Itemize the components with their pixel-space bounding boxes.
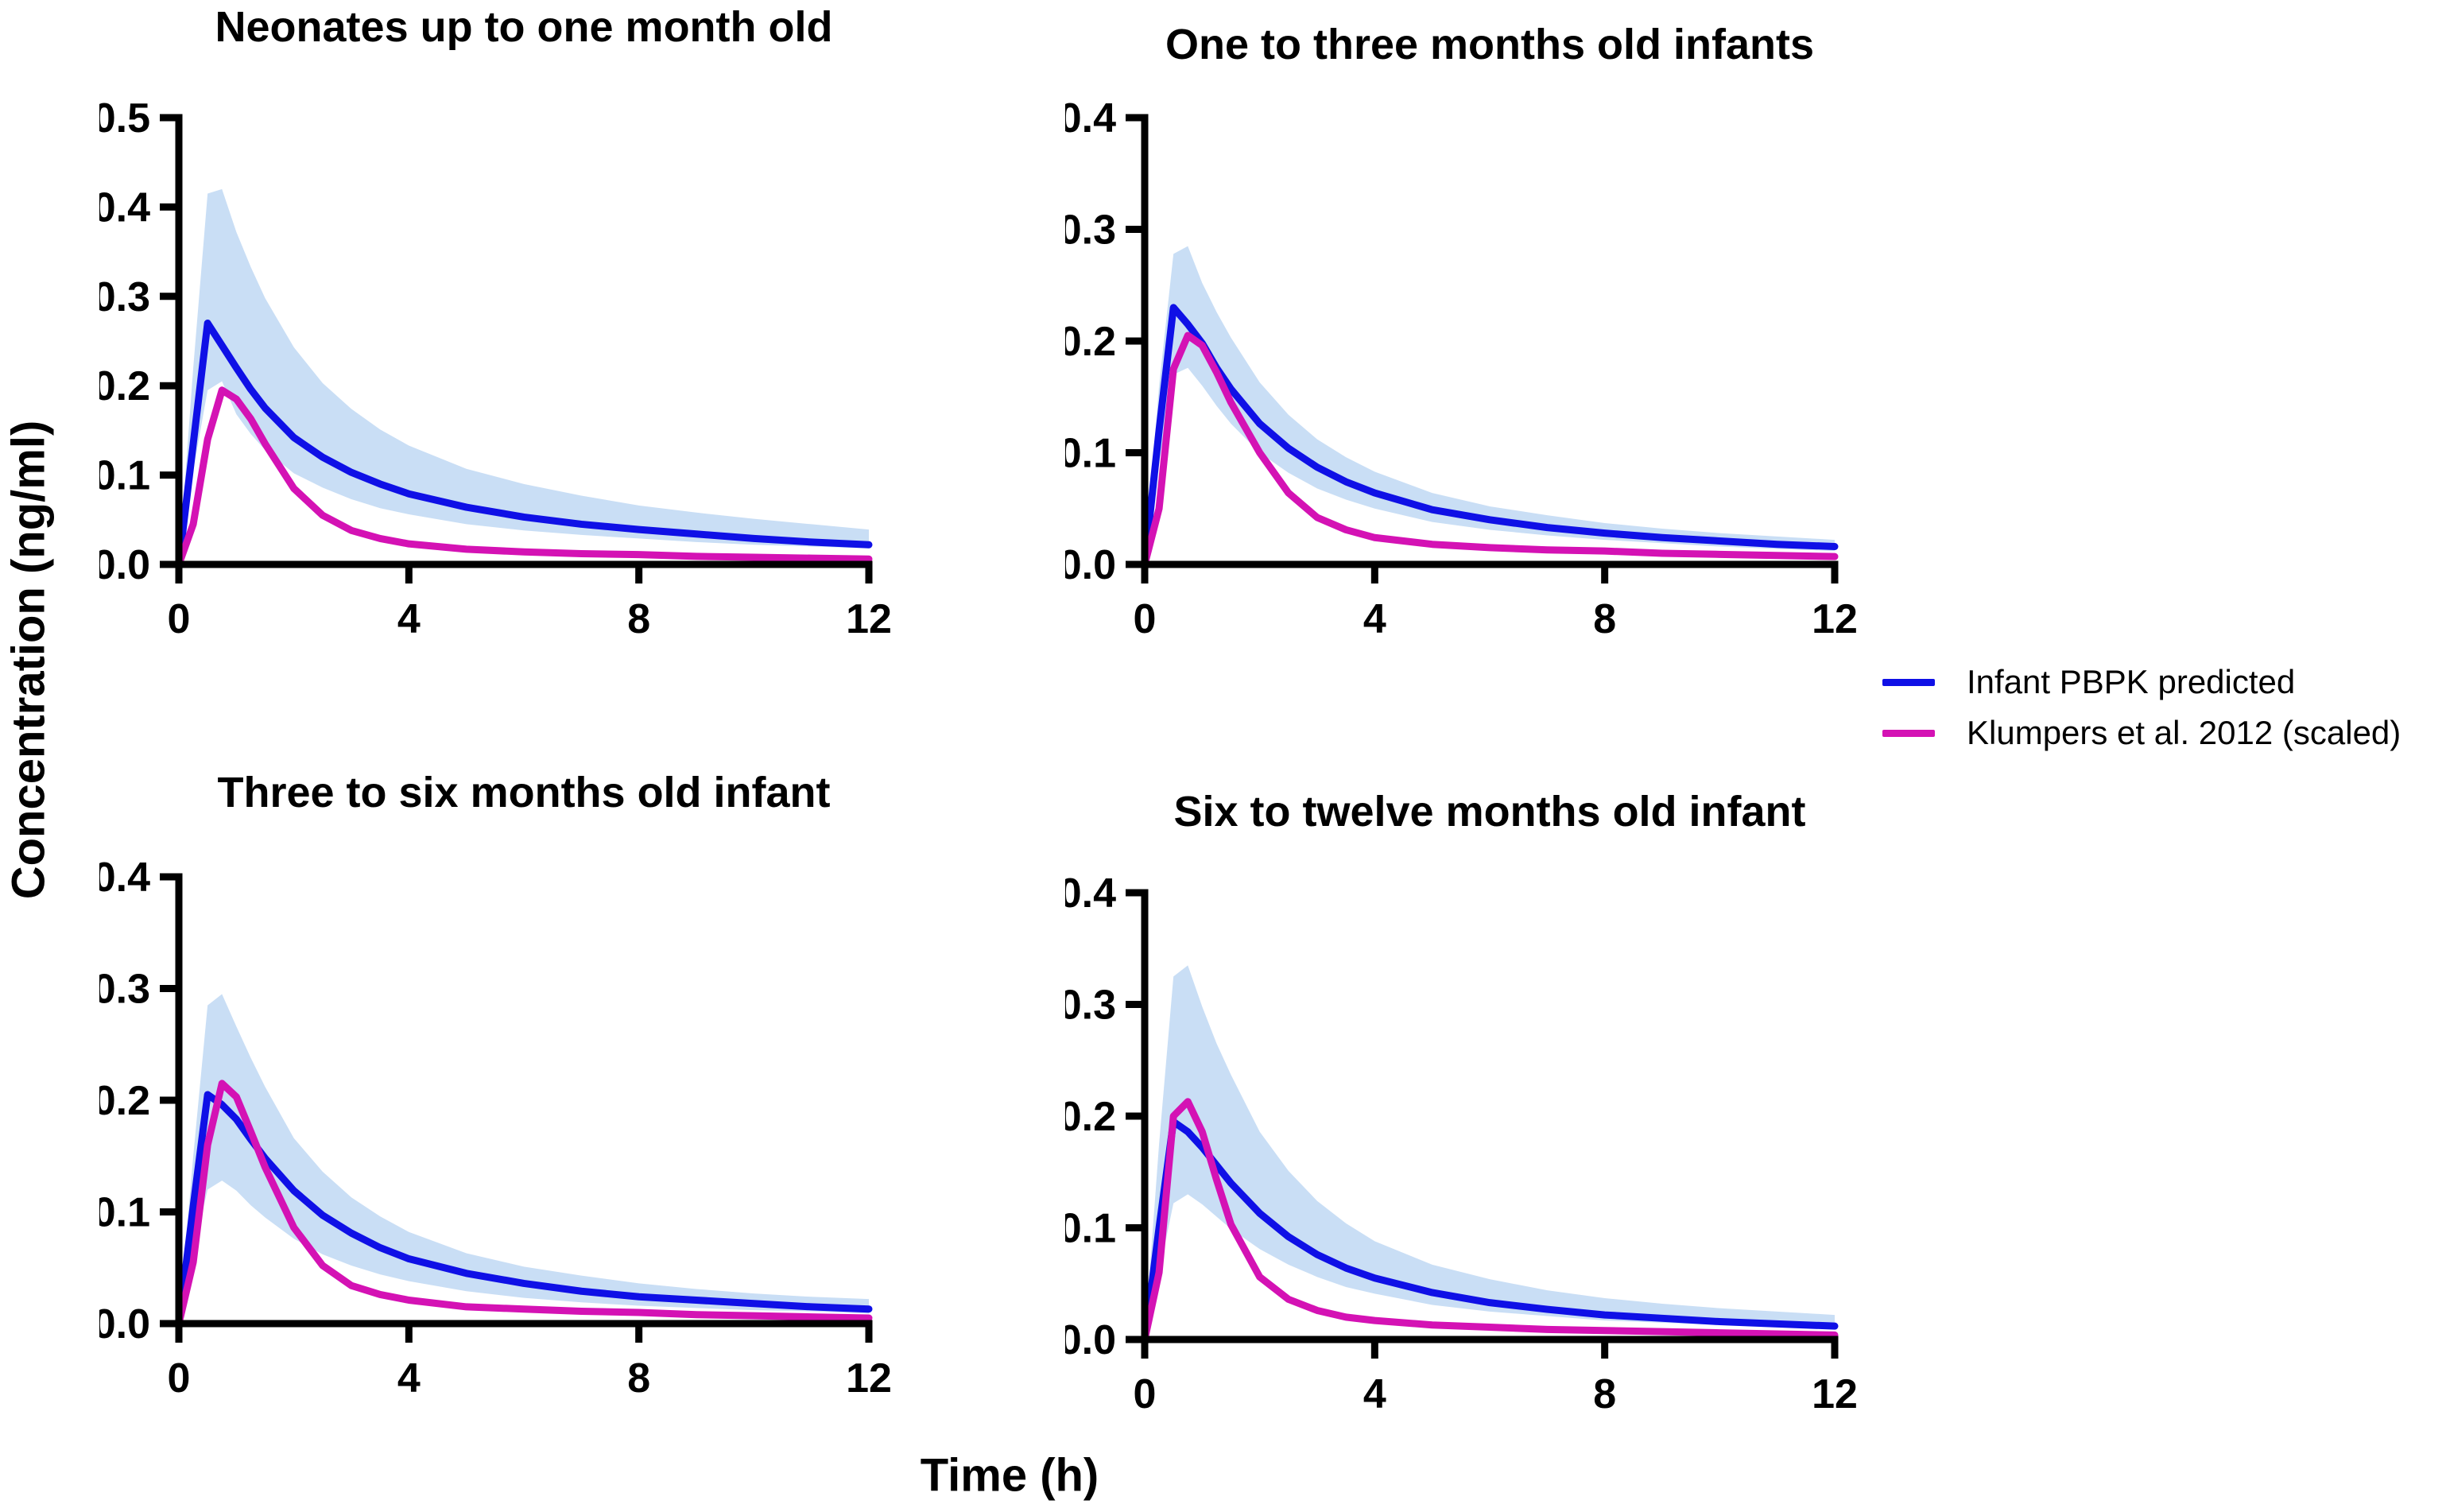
x-axis-label: Time (h)	[920, 1449, 1099, 1502]
x-tick-label: 4	[397, 1355, 421, 1402]
x-tick-label: 12	[846, 1355, 892, 1402]
x-tick-label: 8	[1593, 1371, 1616, 1417]
y-tick-label: 0.3	[1065, 207, 1116, 254]
pbpk-legend-line-icon	[1882, 678, 1935, 686]
x-tick-label: 0	[168, 596, 191, 642]
y-tick-label: 0.2	[1065, 1094, 1116, 1140]
x-tick-label: 0	[168, 1355, 191, 1402]
y-tick-label: 0.4	[1065, 95, 1116, 142]
confidence-band	[1145, 965, 1835, 1339]
panel-title: Three to six months old infant	[217, 769, 830, 816]
y-axis-label: Concentration (ng/ml)	[2, 420, 55, 900]
y-tick-label: 0.0	[1065, 1317, 1116, 1363]
y-tick-label: 0.2	[1065, 319, 1116, 365]
klumpers-legend-line-icon	[1882, 729, 1935, 737]
confidence-band	[179, 994, 869, 1324]
x-tick-label: 4	[1363, 596, 1386, 642]
x-tick-label: 0	[1134, 1371, 1157, 1417]
legend-label-klumpers: Klumpers et al. 2012 (scaled)	[1967, 714, 2401, 751]
panel-title: Six to twelve months old infant	[1173, 788, 1805, 835]
y-tick-label: 0.4	[99, 184, 150, 231]
legend-label-pbpk: Infant PBPK predicted	[1967, 663, 2296, 700]
legend: Infant PBPK predicted Klumpers et al. 20…	[1882, 657, 2401, 758]
x-tick-label: 12	[846, 596, 892, 642]
panel-neonates: 0.0 0.1 0.2 0.3 0.4 0.5 0 4 8 12 Neonates up to on…	[99, 3, 892, 642]
y-tick-label: 0.0	[99, 1301, 150, 1347]
pbpk-line	[1141, 304, 1839, 568]
x-tick-label: 4	[397, 596, 421, 642]
panel-three-to-six-months: 0.0 0.1 0.2 0.3 0.4 0 4 8 12 Three to six months …	[99, 769, 892, 1402]
pbpk-line	[175, 1091, 873, 1328]
y-tick-label: 0.1	[99, 1190, 150, 1236]
klumpers-line	[175, 1080, 873, 1328]
confidence-band	[179, 188, 869, 565]
y-tick-label: 0.4	[99, 855, 150, 901]
panel-title: One to three months old infants	[1165, 21, 1814, 68]
y-tick-label: 0.3	[99, 967, 150, 1013]
y-tick-label: 0.1	[1065, 1206, 1116, 1252]
legend-item: Klumpers et al. 2012 (scaled)	[1882, 708, 2401, 758]
y-tick-label: 0.0	[1065, 542, 1116, 588]
klumpers-line	[1141, 331, 1839, 568]
y-tick-label: 0.1	[1065, 431, 1116, 477]
x-tick-label: 8	[627, 1355, 650, 1402]
y-tick-label: 0.1	[99, 453, 150, 499]
x-tick-label: 8	[1593, 596, 1616, 642]
y-tick-label: 0.2	[99, 363, 150, 409]
x-tick-label: 0	[1134, 596, 1157, 642]
x-tick-label: 12	[1812, 596, 1858, 642]
y-tick-label: 0.0	[99, 542, 150, 588]
x-tick-label: 12	[1812, 1371, 1858, 1417]
klumpers-line	[1141, 1098, 1839, 1343]
y-tick-label: 0.3	[99, 274, 150, 320]
legend-item: Infant PBPK predicted	[1882, 657, 2401, 708]
pbpk-line	[1141, 1118, 1839, 1343]
y-tick-label: 0.3	[1065, 983, 1116, 1029]
x-tick-label: 4	[1363, 1371, 1386, 1417]
panel-six-to-twelve-months: 0.0 0.1 0.2 0.3 0.4 0 4 8 12 Six to twelve months…	[1065, 788, 1858, 1417]
pbpk-line	[175, 320, 873, 568]
panel-one-to-three-months: 0.0 0.1 0.2 0.3 0.4 0 4 8 12 One to three months …	[1065, 21, 1858, 642]
panel-title: Neonates up to one month old	[215, 3, 833, 51]
x-tick-label: 8	[627, 596, 650, 642]
klumpers-line	[175, 386, 873, 568]
y-tick-label: 0.4	[1065, 870, 1116, 917]
y-tick-label: 0.2	[99, 1078, 150, 1124]
y-tick-label: 0.5	[99, 95, 150, 142]
confidence-band	[1145, 246, 1835, 564]
